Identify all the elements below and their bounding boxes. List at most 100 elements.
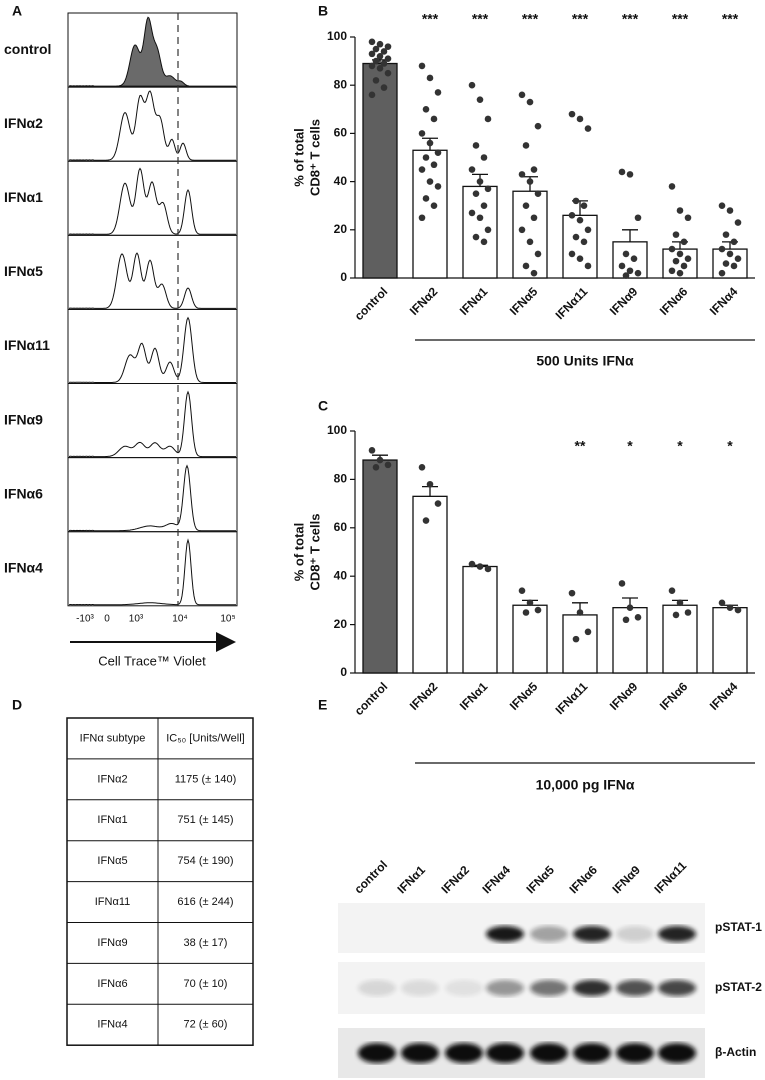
bar: [512, 604, 548, 674]
histogram-curve: [68, 464, 236, 532]
data-point: [468, 209, 476, 217]
lane-label: IFNα9: [609, 863, 643, 897]
data-point: [368, 38, 376, 46]
x-tick-label: IFNα2: [407, 284, 441, 318]
data-point: [530, 214, 538, 222]
data-point: [522, 262, 530, 270]
data-point: [372, 77, 380, 84]
data-point: [672, 231, 680, 238]
blot-band: [658, 926, 696, 942]
x-tick-label: IFNα4: [707, 284, 741, 318]
blot-band: [486, 980, 524, 996]
y-tick-label: 100: [327, 29, 347, 43]
data-point: [618, 580, 626, 587]
table-cell: 751 (± 145): [177, 814, 233, 826]
histogram-frame: [67, 308, 238, 384]
data-point: [422, 106, 430, 113]
data-point: [730, 238, 738, 246]
x-tick-label: IFNα11: [553, 679, 591, 717]
data-point: [626, 604, 634, 611]
lane-label: IFNα6: [566, 863, 600, 897]
data-point: [630, 255, 638, 263]
data-point: [418, 464, 426, 471]
x-tick-label: -10³: [76, 614, 94, 625]
panel-letter: C: [318, 398, 328, 414]
histogram-curve: [68, 316, 236, 384]
data-point: [534, 250, 542, 258]
data-point: [422, 517, 430, 524]
data-point: [722, 231, 730, 238]
histogram-frame: [67, 160, 238, 236]
histogram-curve: [68, 390, 236, 458]
y-tick-label: 0: [340, 270, 347, 284]
x-tick-label: IFNα4: [707, 679, 741, 713]
data-point: [430, 115, 438, 123]
data-point: [376, 52, 384, 60]
data-point: [526, 238, 534, 246]
table-cell: 1175 (± 140): [175, 773, 236, 785]
bar: [362, 459, 398, 674]
data-point: [718, 599, 726, 607]
data-point: [384, 43, 392, 50]
data-point: [484, 185, 492, 193]
data-point: [718, 245, 726, 253]
data-point: [534, 190, 542, 197]
data-point: [384, 55, 392, 62]
data-point: [668, 183, 676, 190]
data-point: [476, 563, 484, 570]
x-tick-label: IFNα11: [553, 284, 591, 322]
data-point: [480, 202, 488, 209]
data-point: [634, 269, 642, 277]
data-point: [668, 587, 676, 595]
bar: [462, 565, 498, 674]
bar: [712, 607, 748, 674]
y-tick-label: 80: [334, 472, 348, 486]
table-cell: 754 (± 190): [177, 855, 233, 867]
data-point: [622, 272, 630, 279]
data-point: [384, 461, 392, 469]
data-point: [572, 635, 580, 643]
bar: [662, 604, 698, 674]
data-point: [518, 226, 526, 234]
data-point: [434, 89, 442, 96]
row-label: IFNα2: [4, 115, 43, 131]
y-axis-label: CD8⁺ T cells: [307, 119, 322, 196]
group-label: 10,000 pg IFNα: [536, 777, 635, 793]
x-tick-label: IFNα2: [407, 679, 441, 713]
data-point: [584, 226, 592, 234]
data-point: [676, 250, 684, 258]
data-point: [376, 65, 384, 72]
table-cell: 616 (± 244): [177, 896, 233, 908]
data-point: [468, 560, 476, 568]
significance-label: **: [575, 438, 586, 454]
data-point: [472, 190, 480, 197]
lane-label: control: [351, 858, 390, 897]
blot-band: [445, 1043, 483, 1063]
data-point: [518, 91, 526, 99]
table-cell: IFNα9: [97, 937, 127, 949]
table-cell: 72 (± 60): [184, 1019, 228, 1031]
significance-label: ***: [722, 11, 739, 27]
row-label: IFNα4: [4, 559, 43, 575]
data-point: [476, 96, 484, 103]
lane-label: IFNα11: [651, 858, 689, 896]
blot-label: pSTAT-1: [715, 920, 762, 934]
y-tick-label: 20: [334, 617, 348, 631]
significance-label: *: [627, 438, 633, 454]
blot-band: [573, 1043, 611, 1063]
data-point: [584, 628, 592, 636]
data-point: [518, 171, 526, 178]
data-point: [680, 262, 688, 270]
data-point: [734, 255, 742, 263]
panel-letter: D: [12, 697, 22, 713]
data-point: [480, 154, 488, 161]
y-axis-label: % of total: [291, 523, 306, 582]
y-tick-label: 60: [334, 520, 348, 534]
lane-label: IFNα2: [438, 863, 472, 897]
lane-label: IFNα4: [479, 863, 513, 897]
data-point: [726, 250, 734, 258]
data-point: [530, 166, 538, 173]
bar: [562, 214, 598, 279]
significance-label: ***: [422, 11, 439, 27]
